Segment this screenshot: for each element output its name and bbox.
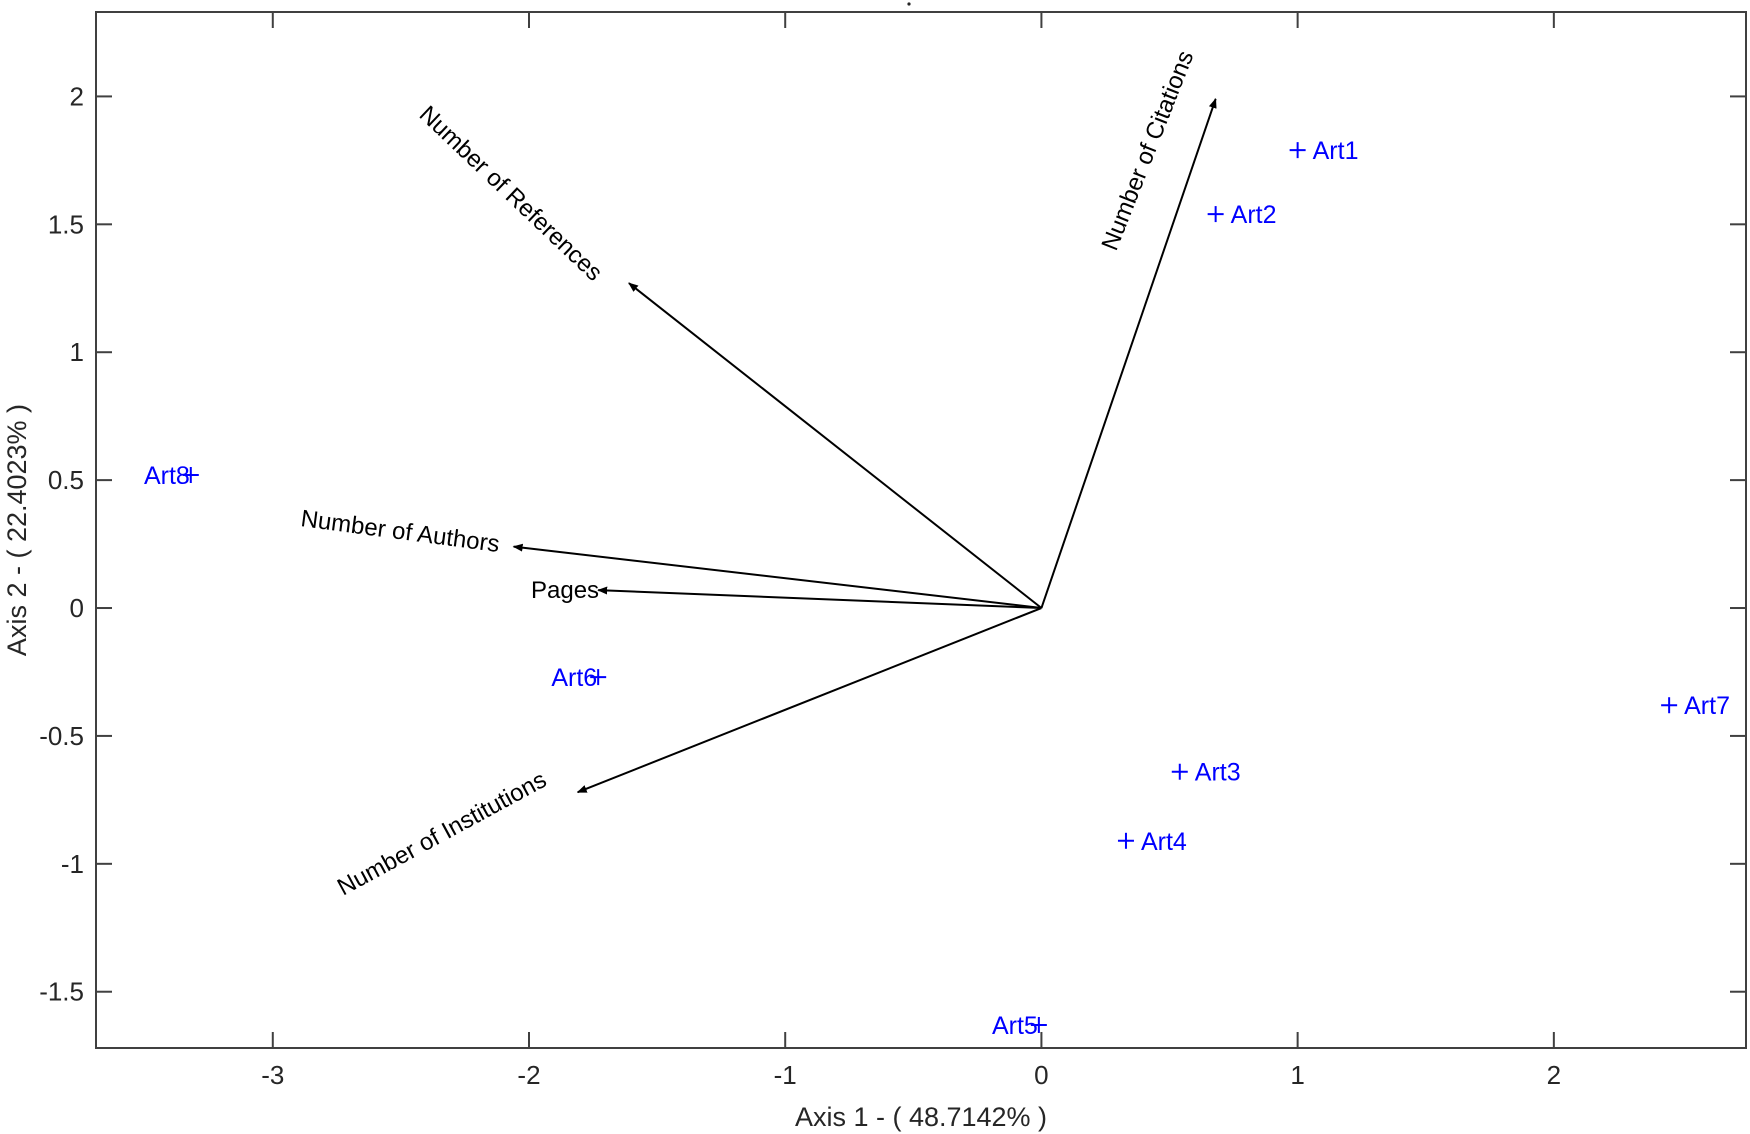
- y-tick-label: 0.5: [48, 465, 84, 495]
- observation-point: Art3: [1171, 759, 1241, 787]
- x-tick-labels: -3 -2 -1 0 1 2: [261, 1060, 1561, 1090]
- vector-arrow: [576, 607, 1042, 794]
- observation-point: Art8: [144, 462, 199, 490]
- x-tick-label: -1: [774, 1060, 797, 1090]
- vector-label: Pages: [531, 577, 599, 604]
- x-tick-label: -3: [261, 1060, 284, 1090]
- y-tick-label: -0.5: [39, 721, 84, 751]
- observation-point: Art5: [992, 1012, 1047, 1040]
- y-axis-label: Axis 2 - ( 22.4023% ): [2, 404, 32, 656]
- vector-arrow: [512, 543, 1042, 610]
- vector-arrow: [1040, 98, 1217, 609]
- vector-arrow: [628, 282, 1043, 609]
- observation-points: Art1 Art2 Art3 Art4 Art5 Art6 Art7 Art8: [144, 137, 1730, 1040]
- observation-label: Art3: [1195, 759, 1241, 787]
- observation-label: Art4: [1141, 828, 1187, 856]
- y-tick-labels: -1.5 -1 -0.5 0 0.5 1 1.5 2: [39, 81, 84, 1006]
- observation-point: Art4: [1117, 828, 1187, 856]
- x-tick-label: -2: [517, 1060, 540, 1090]
- observation-label: Art5: [992, 1012, 1038, 1040]
- y-tick-label: -1: [61, 849, 84, 879]
- observation-point: Art6: [551, 664, 607, 692]
- plot-area: [95, 11, 1747, 1049]
- x-axis-label: Axis 1 - ( 48.7142% ): [795, 1102, 1047, 1132]
- observation-point: Art1: [1289, 137, 1359, 165]
- vector-arrow: [597, 586, 1042, 610]
- observation-label: Art1: [1313, 137, 1359, 165]
- observation-point: Art2: [1207, 201, 1277, 229]
- observation-label: Art2: [1231, 201, 1277, 229]
- y-tick-label: 2: [70, 81, 84, 111]
- observation-label: Art6: [551, 664, 597, 692]
- y-tick-label: -1.5: [39, 977, 84, 1007]
- x-tick-label: 0: [1034, 1060, 1048, 1090]
- x-tick-label: 2: [1547, 1060, 1561, 1090]
- observation-point: Art7: [1661, 692, 1730, 720]
- title-dot: [907, 2, 911, 6]
- y-tick-label: 0: [70, 593, 84, 623]
- observation-label: Art7: [1684, 692, 1730, 720]
- y-tick-label: 1: [70, 337, 84, 367]
- axis-ticks: [96, 12, 1746, 1048]
- y-tick-label: 1.5: [48, 209, 84, 239]
- observation-label: Art8: [144, 462, 190, 490]
- x-tick-label: 1: [1290, 1060, 1304, 1090]
